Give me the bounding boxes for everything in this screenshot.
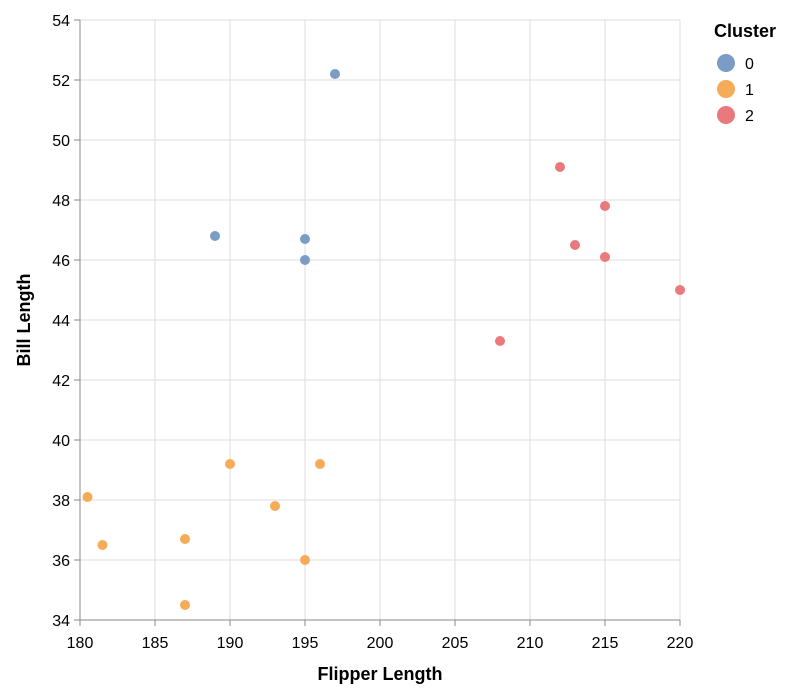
data-point-cluster-2 — [675, 285, 685, 295]
data-point-cluster-2 — [570, 240, 580, 250]
legend-label: 2 — [745, 108, 754, 125]
grid — [79, 19, 681, 621]
y-tick-label: 48 — [52, 193, 70, 210]
data-point-cluster-1 — [300, 555, 310, 565]
x-tick-label: 185 — [142, 635, 169, 652]
legend: Cluster 0 1 2 — [714, 21, 776, 125]
x-tick-label: 190 — [217, 635, 244, 652]
legend-swatch — [717, 80, 735, 98]
legend-title: Cluster — [714, 21, 776, 41]
x-tick-label: 205 — [442, 635, 469, 652]
y-tick-label: 38 — [52, 493, 70, 510]
data-point-cluster-0 — [300, 234, 310, 244]
data-point-cluster-1 — [180, 534, 190, 544]
data-point-cluster-1 — [97, 540, 108, 550]
legend-swatch — [717, 54, 735, 72]
y-tick-label: 34 — [52, 613, 70, 630]
y-tick-label: 50 — [52, 133, 70, 150]
x-axis-title: Flipper Length — [318, 664, 443, 684]
data-point-cluster-1 — [82, 492, 93, 502]
data-point-cluster-2 — [495, 336, 505, 346]
legend-swatch — [717, 106, 735, 124]
data-points — [82, 69, 685, 610]
y-tick-label: 54 — [52, 13, 70, 30]
legend-entries: 0 1 2 — [717, 54, 754, 125]
y-tick-label: 42 — [52, 373, 70, 390]
y-tick-label: 40 — [52, 433, 70, 450]
y-tick-label: 36 — [52, 553, 70, 570]
x-tick-label: 220 — [667, 635, 694, 652]
x-tick-label: 195 — [292, 635, 319, 652]
legend-label: 0 — [745, 56, 754, 73]
legend-label: 1 — [745, 82, 754, 99]
x-axis-ticks: 180 185 190 195 200 205 210 215 220 — [67, 620, 694, 652]
data-point-cluster-0 — [330, 69, 340, 79]
y-axis-ticks: 34 36 38 40 42 44 46 48 50 52 54 — [52, 13, 80, 630]
data-point-cluster-1 — [180, 600, 190, 610]
x-tick-label: 215 — [592, 635, 619, 652]
data-point-cluster-0 — [210, 231, 220, 241]
y-tick-label: 52 — [52, 73, 70, 90]
x-tick-label: 200 — [367, 635, 394, 652]
data-point-cluster-2 — [555, 162, 565, 172]
x-tick-label: 180 — [67, 635, 94, 652]
data-point-cluster-1 — [315, 459, 325, 469]
y-tick-label: 46 — [52, 253, 70, 270]
y-axis-title: Bill Length — [14, 274, 34, 367]
data-point-cluster-0 — [300, 255, 310, 265]
y-tick-label: 44 — [52, 313, 70, 330]
data-point-cluster-2 — [600, 201, 610, 211]
data-point-cluster-1 — [270, 501, 280, 511]
x-tick-label: 210 — [517, 635, 544, 652]
data-point-cluster-2 — [600, 252, 610, 262]
data-point-cluster-1 — [225, 459, 235, 469]
